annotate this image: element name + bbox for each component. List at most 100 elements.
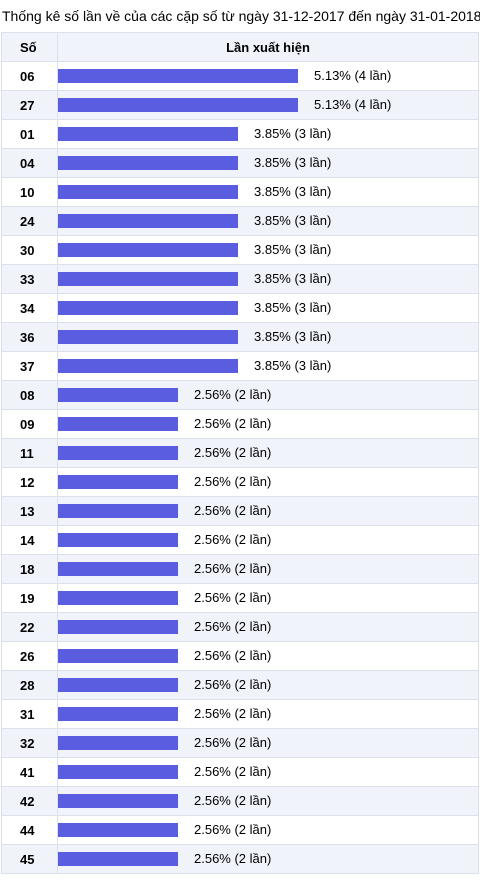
frequency-label: 2.56% (2 lần) — [194, 735, 272, 750]
frequency-bar — [58, 127, 238, 141]
frequency-bar — [58, 620, 178, 634]
row-number: 01 — [1, 119, 58, 149]
table-row: 19 2.56% (2 lần) — [1, 583, 479, 613]
table-row: 06 5.13% (4 lần) — [1, 61, 479, 91]
frequency-label: 2.56% (2 lần) — [194, 474, 272, 489]
row-number: 44 — [1, 815, 58, 845]
frequency-label: 2.56% (2 lần) — [194, 590, 272, 605]
frequency-label: 3.85% (3 lần) — [254, 242, 332, 257]
row-frequency-cell: 2.56% (2 lần) — [57, 496, 479, 526]
table-row: 01 3.85% (3 lần) — [1, 119, 479, 149]
row-number: 19 — [1, 583, 58, 613]
row-frequency-cell: 3.85% (3 lần) — [57, 177, 479, 207]
row-frequency-cell: 3.85% (3 lần) — [57, 119, 479, 149]
table-row: 18 2.56% (2 lần) — [1, 554, 479, 584]
row-frequency-cell: 5.13% (4 lần) — [57, 61, 479, 91]
table-row: 11 2.56% (2 lần) — [1, 438, 479, 468]
row-number: 28 — [1, 670, 58, 700]
frequency-label: 2.56% (2 lần) — [194, 677, 272, 692]
table-row: 04 3.85% (3 lần) — [1, 148, 479, 178]
row-number: 14 — [1, 525, 58, 555]
row-number: 10 — [1, 177, 58, 207]
table-row: 09 2.56% (2 lần) — [1, 409, 479, 439]
row-number: 31 — [1, 699, 58, 729]
frequency-bar — [58, 852, 178, 866]
frequency-bar — [58, 533, 178, 547]
frequency-bar — [58, 475, 178, 489]
table-body: 06 5.13% (4 lần) 27 5.13% (4 lần) 01 3.85% (3… — [1, 61, 479, 874]
row-frequency-cell: 2.56% (2 lần) — [57, 786, 479, 816]
table-row: 10 3.85% (3 lần) — [1, 177, 479, 207]
row-frequency-cell: 2.56% (2 lần) — [57, 641, 479, 671]
frequency-bar — [58, 214, 238, 228]
table-row: 24 3.85% (3 lần) — [1, 206, 479, 236]
frequency-bar — [58, 765, 178, 779]
frequency-label: 2.56% (2 lần) — [194, 706, 272, 721]
frequency-bar — [58, 330, 238, 344]
row-number: 41 — [1, 757, 58, 787]
frequency-label: 2.56% (2 lần) — [194, 793, 272, 808]
frequency-bar — [58, 243, 238, 257]
row-number: 27 — [1, 90, 58, 120]
row-frequency-cell: 2.56% (2 lần) — [57, 815, 479, 845]
row-frequency-cell: 2.56% (2 lần) — [57, 670, 479, 700]
row-frequency-cell: 3.85% (3 lần) — [57, 148, 479, 178]
frequency-bar — [58, 562, 178, 576]
row-number: 24 — [1, 206, 58, 236]
frequency-bar — [58, 272, 238, 286]
row-frequency-cell: 2.56% (2 lần) — [57, 380, 479, 410]
table-row: 13 2.56% (2 lần) — [1, 496, 479, 526]
frequency-bar — [58, 69, 298, 83]
table-row: 08 2.56% (2 lần) — [1, 380, 479, 410]
frequency-label: 5.13% (4 lần) — [314, 97, 392, 112]
table-row: 41 2.56% (2 lần) — [1, 757, 479, 787]
row-frequency-cell: 2.56% (2 lần) — [57, 699, 479, 729]
frequency-label: 3.85% (3 lần) — [254, 329, 332, 344]
table-row: 31 2.56% (2 lần) — [1, 699, 479, 729]
frequency-bar — [58, 185, 238, 199]
frequency-label: 3.85% (3 lần) — [254, 271, 332, 286]
table-row: 22 2.56% (2 lần) — [1, 612, 479, 642]
frequency-bar — [58, 417, 178, 431]
row-number: 42 — [1, 786, 58, 816]
frequency-label: 5.13% (4 lần) — [314, 68, 392, 83]
frequency-bar — [58, 388, 178, 402]
row-number: 34 — [1, 293, 58, 323]
row-frequency-cell: 3.85% (3 lần) — [57, 351, 479, 381]
row-frequency-cell: 2.56% (2 lần) — [57, 554, 479, 584]
frequency-bar — [58, 591, 178, 605]
frequency-bar — [58, 98, 298, 112]
frequency-bar — [58, 649, 178, 663]
table-row: 28 2.56% (2 lần) — [1, 670, 479, 700]
row-number: 37 — [1, 351, 58, 381]
frequency-bar — [58, 156, 238, 170]
frequency-label: 2.56% (2 lần) — [194, 416, 272, 431]
table-row: 42 2.56% (2 lần) — [1, 786, 479, 816]
table-row: 36 3.85% (3 lần) — [1, 322, 479, 352]
row-number: 08 — [1, 380, 58, 410]
table-row: 34 3.85% (3 lần) — [1, 293, 479, 323]
row-frequency-cell: 3.85% (3 lần) — [57, 322, 479, 352]
frequency-bar — [58, 678, 178, 692]
table-row: 33 3.85% (3 lần) — [1, 264, 479, 294]
row-number: 11 — [1, 438, 58, 468]
row-number: 32 — [1, 728, 58, 758]
frequency-bar — [58, 504, 178, 518]
frequency-table: Số Lần xuất hiện 06 5.13% (4 lần) 27 5.13% … — [1, 32, 479, 874]
row-number: 06 — [1, 61, 58, 91]
row-number: 22 — [1, 612, 58, 642]
table-row: 30 3.85% (3 lần) — [1, 235, 479, 265]
table-row: 44 2.56% (2 lần) — [1, 815, 479, 845]
row-frequency-cell: 3.85% (3 lần) — [57, 293, 479, 323]
frequency-bar — [58, 446, 178, 460]
row-frequency-cell: 3.85% (3 lần) — [57, 206, 479, 236]
frequency-bar — [58, 823, 178, 837]
frequency-label: 2.56% (2 lần) — [194, 619, 272, 634]
row-frequency-cell: 3.85% (3 lần) — [57, 235, 479, 265]
row-number: 09 — [1, 409, 58, 439]
frequency-label: 2.56% (2 lần) — [194, 503, 272, 518]
frequency-bar — [58, 707, 178, 721]
row-frequency-cell: 5.13% (4 lần) — [57, 90, 479, 120]
frequency-label: 2.56% (2 lần) — [194, 532, 272, 547]
